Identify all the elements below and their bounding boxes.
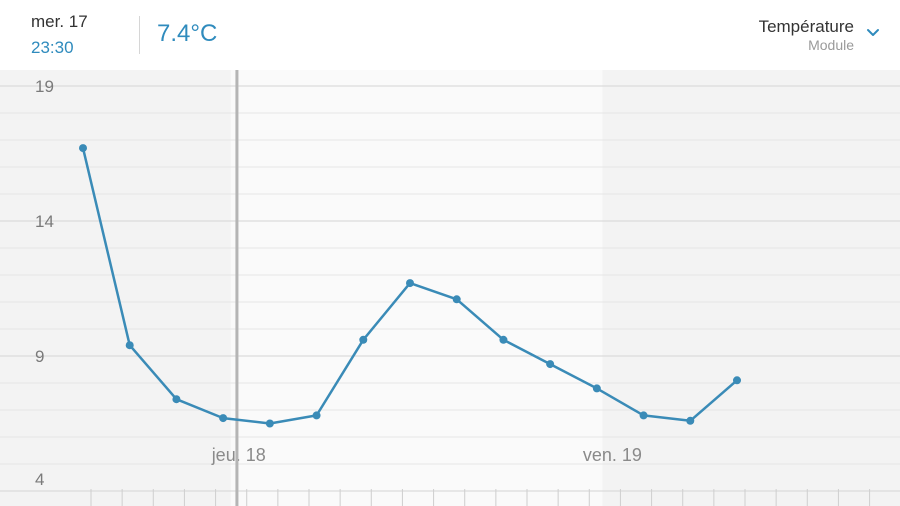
x-day-label: ven. 19 xyxy=(583,445,642,465)
y-tick-label: 19 xyxy=(35,77,54,96)
data-point xyxy=(125,341,134,350)
data-point xyxy=(312,411,321,420)
data-point xyxy=(79,144,87,153)
y-tick-label: 4 xyxy=(35,470,44,489)
y-tick-label: 14 xyxy=(35,212,54,231)
metric-module: Module xyxy=(808,37,854,53)
data-point xyxy=(546,360,555,369)
data-point xyxy=(359,335,368,344)
data-point xyxy=(686,416,695,425)
series xyxy=(79,144,741,428)
data-point xyxy=(639,411,648,420)
data-point xyxy=(499,335,508,344)
data-point xyxy=(733,376,741,385)
selected-time: 23:30 xyxy=(31,38,74,57)
selected-date: mer. 17 xyxy=(31,12,88,31)
data-point xyxy=(265,419,274,428)
temperature-reading: 7.4°C xyxy=(157,20,218,47)
chevron-down-icon[interactable] xyxy=(866,28,880,38)
data-point xyxy=(172,395,181,404)
header: mer. 17 23:30 7.4°C Température Module xyxy=(0,0,900,70)
day-band xyxy=(230,70,603,506)
data-point xyxy=(219,414,228,423)
metric-selector[interactable]: Température Module xyxy=(759,17,854,54)
grid xyxy=(0,85,900,492)
metric-name: Température xyxy=(758,17,854,36)
data-point xyxy=(406,279,414,288)
header-divider xyxy=(139,16,140,54)
y-tick-label: 9 xyxy=(35,347,44,366)
data-point xyxy=(452,295,461,304)
data-point xyxy=(592,384,601,393)
y-axis: 4 9 14 19 xyxy=(35,77,54,489)
